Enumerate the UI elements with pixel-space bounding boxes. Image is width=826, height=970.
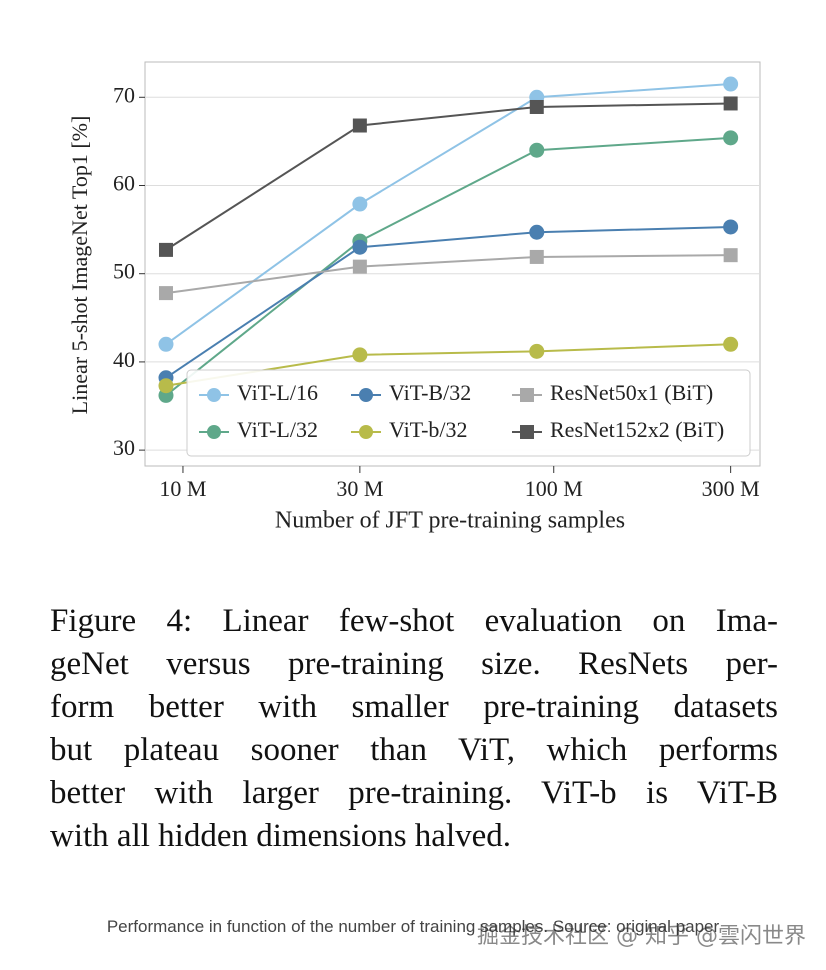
data-point: [529, 224, 545, 240]
data-point: [352, 118, 367, 133]
data-point: [352, 259, 367, 274]
y-tick-label: 70: [113, 82, 135, 107]
legend-marker: [520, 388, 534, 402]
chart: Linear 5-shot ImageNet Top1 [%] Number o…: [67, 61, 761, 534]
caption-line: geNet versus pre-training size. ResNets …: [50, 646, 778, 682]
legend-marker: [359, 425, 373, 439]
y-tick-label: 60: [113, 171, 135, 196]
data-point: [529, 343, 545, 359]
legend-label: ViT-b/32: [389, 417, 468, 442]
data-point: [158, 378, 174, 394]
caption-line: but plateau sooner than ViT, which perfo…: [50, 732, 778, 768]
data-point: [158, 336, 174, 352]
x-tick-label: 100 M: [525, 476, 583, 501]
x-tick-label: 10 M: [159, 476, 206, 501]
data-point: [352, 347, 368, 363]
legend-marker: [207, 425, 221, 439]
legend-box: [186, 369, 751, 457]
caption-line: with all hidden dimensions halved.: [50, 818, 512, 854]
y-tick-label: 30: [113, 435, 135, 460]
legend-label: ResNet152x2 (BiT): [550, 417, 724, 442]
data-point: [352, 196, 368, 212]
series-line: [165, 225, 731, 379]
series-line: [165, 102, 731, 251]
legend-label: ResNet50x1 (BiT): [550, 380, 713, 405]
caption: Figure 4: Linear few-shot evaluation on …: [50, 600, 778, 858]
data-point: [158, 242, 173, 257]
legend-label: ViT-B/32: [389, 380, 471, 405]
data-point: [723, 336, 739, 352]
x-tick-label: 300 M: [702, 476, 760, 501]
x-axis-label: Number of JFT pre-training samples: [275, 508, 625, 534]
watermark: 掘金技术社区 @ 知乎 @雲闪世界: [477, 924, 806, 949]
series-line: [165, 83, 731, 346]
data-point: [723, 76, 739, 92]
legend-marker: [520, 425, 534, 439]
data-point: [529, 142, 545, 158]
data-point: [723, 130, 739, 146]
data-point: [723, 219, 739, 235]
series-line: [165, 136, 731, 397]
caption-line: Figure 4: Linear few-shot evaluation on …: [50, 603, 778, 639]
footer: Performance in function of the number of…: [106, 917, 720, 936]
data-point: [352, 239, 368, 255]
legend-marker: [207, 388, 221, 402]
caption-line: form better with smaller pre-training da…: [50, 689, 778, 725]
series-line: [165, 254, 731, 295]
data-point: [723, 96, 738, 111]
legend-label: ViT-L/16: [237, 380, 318, 405]
data-point: [529, 99, 544, 114]
data-point: [529, 249, 544, 264]
x-tick-label: 30 M: [336, 476, 383, 501]
legend-label: ViT-L/32: [237, 417, 318, 442]
y-axis-label: Linear 5-shot ImageNet Top1 [%]: [67, 116, 92, 415]
y-tick-label: 50: [113, 259, 135, 284]
y-tick-label: 40: [113, 347, 135, 372]
caption-line: better with larger pre-training. ViT-b i…: [50, 775, 778, 811]
legend-marker: [359, 388, 373, 402]
data-point: [723, 248, 738, 263]
data-point: [158, 286, 173, 301]
